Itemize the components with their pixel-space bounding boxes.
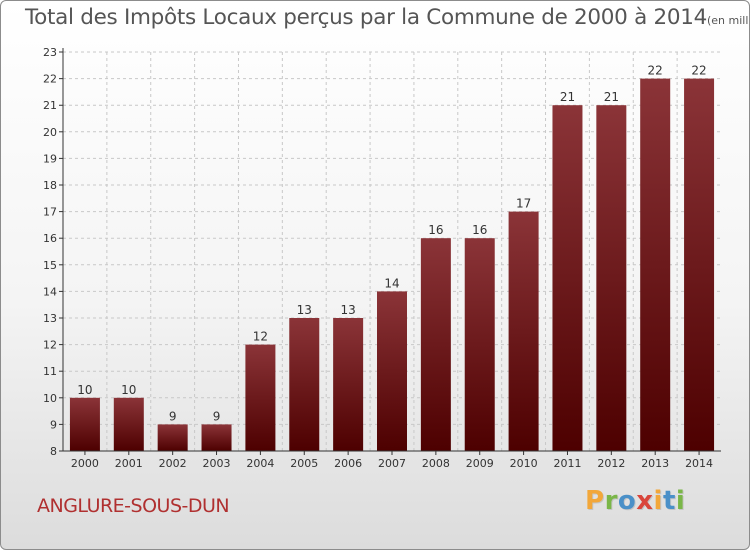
y-tick-label: 18 xyxy=(43,179,57,192)
x-tick-label: 2003 xyxy=(203,457,231,470)
brand-letter: i xyxy=(653,486,663,516)
data-label: 21 xyxy=(560,90,575,104)
y-tick-label: 12 xyxy=(43,339,57,352)
y-tick-label: 22 xyxy=(43,73,57,86)
x-tick-label: 2000 xyxy=(71,457,99,470)
x-tick-label: 2010 xyxy=(510,457,538,470)
chart-unit: (en milliers d'€) xyxy=(707,14,749,27)
x-tick-label: 2014 xyxy=(685,457,713,470)
bar-2004 xyxy=(245,344,276,451)
bar-2007 xyxy=(377,291,407,451)
data-label: 16 xyxy=(428,223,443,237)
bar-2010 xyxy=(508,211,539,451)
brand-letter: x xyxy=(636,486,654,516)
x-tick-label: 2005 xyxy=(290,457,318,470)
y-tick-label: 15 xyxy=(43,259,57,272)
x-tick-label: 2012 xyxy=(597,457,625,470)
y-tick-label: 16 xyxy=(43,232,57,245)
bar-2006 xyxy=(333,318,364,451)
data-label: 12 xyxy=(253,330,268,344)
data-label: 22 xyxy=(691,64,706,78)
brand-letter: t xyxy=(662,486,676,516)
bar-2012 xyxy=(596,105,627,451)
x-tick-label: 2004 xyxy=(246,457,274,470)
y-tick-label: 19 xyxy=(43,152,57,165)
y-tick-label: 20 xyxy=(43,126,57,139)
data-label: 14 xyxy=(384,276,399,290)
bar-2009 xyxy=(464,238,495,451)
y-tick-label: 10 xyxy=(43,392,57,405)
bar-2001 xyxy=(113,397,144,451)
data-label: 17 xyxy=(516,197,531,211)
proxiti-logo: Proxiti xyxy=(585,486,685,516)
x-tick-label: 2013 xyxy=(641,457,669,470)
x-tick-label: 2009 xyxy=(466,457,494,470)
x-tick-label: 2002 xyxy=(159,457,187,470)
bar-2014 xyxy=(684,78,715,451)
x-tick-label: 2007 xyxy=(378,457,406,470)
data-label: 22 xyxy=(648,64,663,78)
axes xyxy=(59,48,721,455)
bars xyxy=(69,78,715,451)
x-tick-label: 2011 xyxy=(553,457,581,470)
brand-letter: r xyxy=(604,486,618,516)
bar-2003 xyxy=(201,424,232,451)
x-tick-label: 2006 xyxy=(334,457,362,470)
commune-name: ANGLURE-SOUS-DUN xyxy=(37,495,230,517)
x-tick-label: 2008 xyxy=(422,457,450,470)
bar-2013 xyxy=(640,78,671,451)
x-tick-label: 2001 xyxy=(115,457,143,470)
brand-letter: o xyxy=(617,486,637,516)
bar-2011 xyxy=(552,105,583,451)
chart-title-text: Total des Impôts Locaux perçus par la Co… xyxy=(25,5,707,30)
bar-2000 xyxy=(69,397,100,451)
data-label: 13 xyxy=(340,303,355,317)
data-label: 16 xyxy=(472,223,487,237)
y-tick-label: 21 xyxy=(43,99,57,112)
bar-2005 xyxy=(289,318,320,451)
y-tick-label: 8 xyxy=(50,445,57,458)
y-tick-label: 14 xyxy=(43,285,57,298)
data-label: 9 xyxy=(169,409,177,423)
data-label: 10 xyxy=(121,383,136,397)
data-label: 10 xyxy=(77,383,92,397)
y-tick-label: 23 xyxy=(43,46,57,59)
labels: 8 9 10 11 12 13 14 15 16 17 18 19 20 21 22 23 10 2000 10 20… xyxy=(43,46,713,470)
y-tick-label: 9 xyxy=(50,418,57,431)
brand-letter: i xyxy=(675,486,686,516)
y-tick-label: 13 xyxy=(43,312,57,325)
data-label: 21 xyxy=(604,90,619,104)
chart-title: Total des Impôts Locaux perçus par la Co… xyxy=(25,5,749,30)
data-label: 9 xyxy=(213,409,221,423)
brand-letter: P xyxy=(585,486,605,516)
y-tick-label: 17 xyxy=(43,206,57,219)
bar-2002 xyxy=(157,424,188,451)
y-tick-label: 11 xyxy=(43,365,57,378)
data-label: 13 xyxy=(297,303,312,317)
bar-2008 xyxy=(420,238,451,451)
